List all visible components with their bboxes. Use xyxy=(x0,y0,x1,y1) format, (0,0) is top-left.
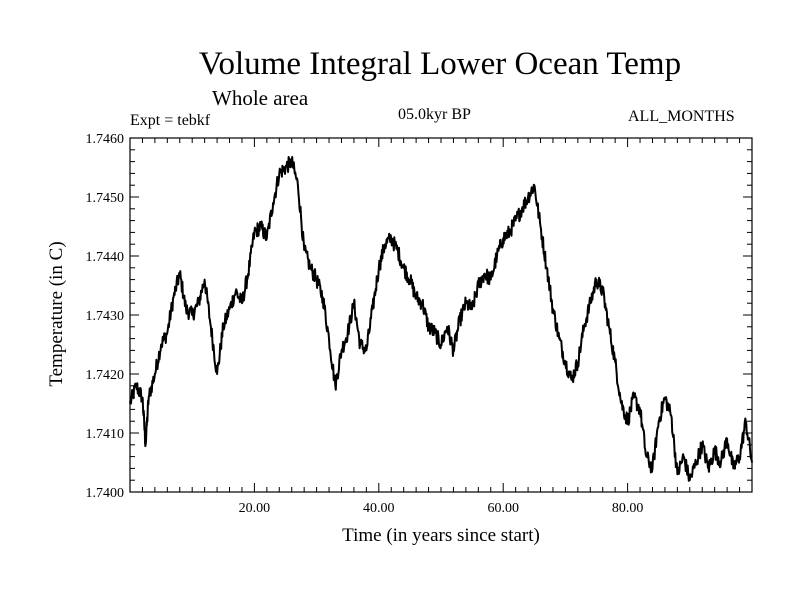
y-tick-label: 1.7430 xyxy=(86,309,125,324)
y-tick-label: 1.7410 xyxy=(86,427,125,442)
x-tick-label: 40.00 xyxy=(363,501,395,516)
experiment-label: Expt = tebkf xyxy=(130,112,211,129)
plot-frame xyxy=(129,137,753,493)
y-tick-label: 1.7460 xyxy=(86,132,125,147)
x-tick-label: 60.00 xyxy=(487,501,519,516)
x-axis-label: Time (in years since start) xyxy=(342,525,540,546)
x-tick-label: 80.00 xyxy=(612,501,644,516)
y-axis: 1.7400 1.7410 1.7420 1.7430 1.7440 1.7450 1.74… xyxy=(86,132,752,501)
y-tick-label: 1.7440 xyxy=(86,250,125,265)
y-tick-label: 1.7400 xyxy=(86,486,125,501)
y-tick-label: 1.7420 xyxy=(86,368,125,383)
y-tick-label: 1.7450 xyxy=(86,191,125,206)
y-axis-label: Temperature (in C) xyxy=(46,241,67,386)
months-label: ALL_MONTHS xyxy=(628,108,735,125)
x-tick-label: 20.00 xyxy=(239,501,271,516)
chart-subtitle: Whole area xyxy=(212,86,309,110)
chart-title: Volume Integral Lower Ocean Temp xyxy=(198,46,682,82)
period-label: 05.0kyr BP xyxy=(398,106,471,123)
series-line xyxy=(129,156,753,482)
